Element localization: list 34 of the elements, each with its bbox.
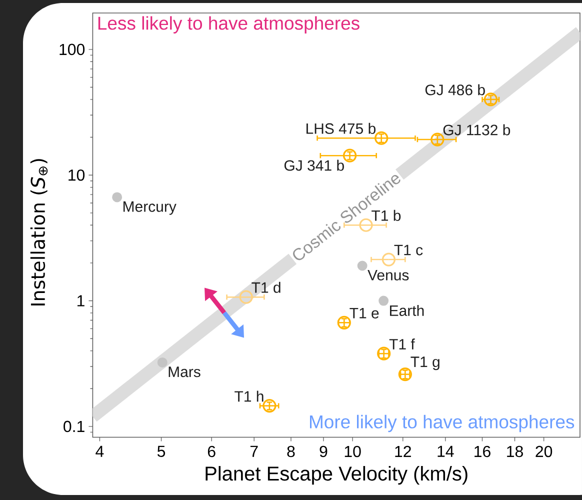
annotation: GJ 1132 b <box>443 124 510 136</box>
annotation: T1 e <box>350 308 379 318</box>
annotation: T1 g <box>410 356 440 370</box>
annotation: T1 f <box>389 338 415 350</box>
x-tick-label: 5 <box>157 446 166 457</box>
annotation: T1 c <box>394 244 423 256</box>
x-tick-label: 4 <box>96 446 104 457</box>
y-axis-title: Instellation (S$_{⊕}$) <box>30 159 48 306</box>
annotation: Mars <box>168 366 200 378</box>
x-tick-label: 8 <box>287 446 295 458</box>
annotation: GJ 341 b <box>284 160 344 171</box>
y-tick-label: 1 <box>78 295 84 306</box>
annotation: Less likely to have atmospheres <box>98 16 360 34</box>
y-tick-label: 0.1 <box>64 420 84 432</box>
x-axis-title: Planet Escape Velocity (km/s) <box>206 466 468 485</box>
x-tick-label: 16 <box>474 446 490 458</box>
x-tick-label: 18 <box>507 446 523 458</box>
annotation: LHS 475 b <box>306 122 376 134</box>
x-tick-label: 14 <box>438 446 454 457</box>
annotation: Venus <box>368 270 409 280</box>
annotation: Mercury <box>124 201 176 215</box>
annotation: More likely to have atmospheres <box>310 414 574 432</box>
annotation: T1 d <box>252 282 280 293</box>
x-tick-label: 6 <box>208 446 216 458</box>
y-tick-label: 10 <box>68 169 85 181</box>
x-tick-label: 10 <box>344 446 361 458</box>
x-tick-label: 7 <box>250 446 258 457</box>
x-tick-label: 12 <box>395 446 411 457</box>
x-tick-label: 20 <box>536 446 552 458</box>
annotation: Earth <box>390 304 424 316</box>
y-tick-label: 100 <box>60 44 85 56</box>
annotation: GJ 486 b <box>425 84 485 96</box>
x-tick-label: 9 <box>320 446 328 458</box>
annotation: T1 h <box>234 390 264 402</box>
